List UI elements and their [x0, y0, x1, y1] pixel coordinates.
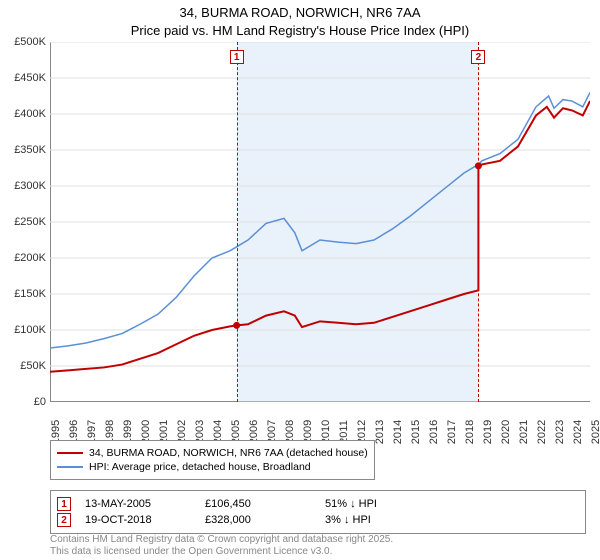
y-tick-label: £250K: [14, 216, 46, 228]
x-tick-label: 2022: [536, 420, 548, 444]
marker-date: 19-OCT-2018: [85, 514, 205, 526]
legend-label: 34, BURMA ROAD, NORWICH, NR6 7AA (detach…: [89, 447, 368, 459]
marker-row: 1 13-MAY-2005 £106,450 51% ↓ HPI: [57, 497, 579, 511]
marker-number: 1: [230, 50, 244, 64]
marker-price: £328,000: [205, 514, 325, 526]
x-tick-label: 2023: [554, 420, 566, 444]
legend-swatch: [57, 466, 83, 468]
marker-box: 2: [57, 513, 71, 527]
y-axis: £0£50K£100K£150K£200K£250K£300K£350K£400…: [0, 42, 50, 402]
markers-table: 1 13-MAY-2005 £106,450 51% ↓ HPI 2 19-OC…: [50, 490, 586, 534]
y-tick-label: £50K: [20, 360, 46, 372]
y-tick-label: £450K: [14, 72, 46, 84]
legend-swatch: [57, 452, 83, 454]
x-tick-label: 2025: [590, 420, 600, 444]
legend: 34, BURMA ROAD, NORWICH, NR6 7AA (detach…: [50, 440, 375, 480]
x-tick-label: 2021: [518, 420, 530, 444]
footer-line1: Contains HM Land Registry data © Crown c…: [50, 534, 393, 545]
footer: Contains HM Land Registry data © Crown c…: [50, 534, 393, 558]
title-line1: 34, BURMA ROAD, NORWICH, NR6 7AA: [179, 5, 420, 20]
x-tick-label: 2024: [572, 420, 584, 444]
x-tick-label: 2016: [428, 420, 440, 444]
marker-vline: [478, 42, 479, 402]
y-tick-label: £400K: [14, 108, 46, 120]
chart-container: 34, BURMA ROAD, NORWICH, NR6 7AA Price p…: [0, 0, 600, 560]
marker-number: 2: [471, 50, 485, 64]
x-tick-label: 2013: [374, 420, 386, 444]
marker-box: 1: [57, 497, 71, 511]
x-tick-label: 2015: [410, 420, 422, 444]
x-tick-label: 2017: [446, 420, 458, 444]
plot-area: 12: [50, 42, 590, 402]
y-tick-label: £200K: [14, 252, 46, 264]
y-tick-label: £350K: [14, 144, 46, 156]
x-tick-label: 2018: [464, 420, 476, 444]
y-tick-label: £500K: [14, 36, 46, 48]
y-tick-label: £100K: [14, 324, 46, 336]
title-line2: Price paid vs. HM Land Registry's House …: [131, 23, 469, 38]
legend-item: HPI: Average price, detached house, Broa…: [57, 461, 368, 473]
marker-vline: [237, 42, 238, 402]
marker-price: £106,450: [205, 498, 325, 510]
marker-delta: 3% ↓ HPI: [325, 514, 445, 526]
plot-svg: [50, 42, 590, 402]
y-tick-label: £150K: [14, 288, 46, 300]
legend-label: HPI: Average price, detached house, Broa…: [89, 461, 311, 473]
x-tick-label: 2019: [482, 420, 494, 444]
footer-line2: This data is licensed under the Open Gov…: [50, 546, 332, 557]
legend-item: 34, BURMA ROAD, NORWICH, NR6 7AA (detach…: [57, 447, 368, 459]
marker-delta: 51% ↓ HPI: [325, 498, 445, 510]
y-tick-label: £300K: [14, 180, 46, 192]
marker-date: 13-MAY-2005: [85, 498, 205, 510]
marker-row: 2 19-OCT-2018 £328,000 3% ↓ HPI: [57, 513, 579, 527]
chart-title: 34, BURMA ROAD, NORWICH, NR6 7AA Price p…: [0, 0, 600, 39]
x-tick-label: 2014: [392, 420, 404, 444]
y-tick-label: £0: [34, 396, 46, 408]
x-tick-label: 2020: [500, 420, 512, 444]
